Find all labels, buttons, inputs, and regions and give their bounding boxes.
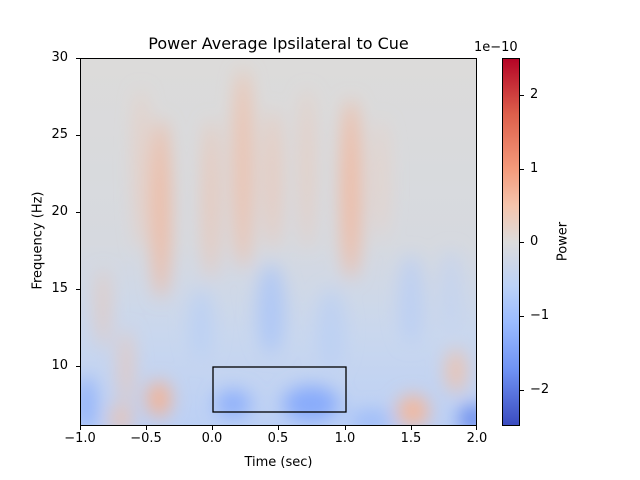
x-tick bbox=[80, 426, 81, 430]
roi-rectangle bbox=[212, 366, 347, 413]
x-tick-label: 2.0 bbox=[466, 431, 488, 446]
colorbar-tick bbox=[520, 316, 524, 317]
x-tick bbox=[345, 426, 346, 430]
colorbar-offset-text: 1e−10 bbox=[474, 40, 518, 55]
x-tick-label: 0.0 bbox=[201, 431, 223, 446]
colorbar-tick bbox=[520, 169, 524, 170]
x-tick-label: 1.0 bbox=[334, 431, 356, 446]
y-tick-label: 20 bbox=[51, 204, 68, 219]
y-tick bbox=[76, 58, 80, 59]
colorbar-tick-label: −1 bbox=[530, 308, 550, 323]
colorbar-tick bbox=[520, 242, 524, 243]
y-tick-label: 30 bbox=[51, 50, 68, 65]
x-tick bbox=[411, 426, 412, 430]
colorbar bbox=[502, 58, 520, 426]
y-tick bbox=[76, 366, 80, 367]
x-tick bbox=[212, 426, 213, 430]
x-tick bbox=[278, 426, 279, 430]
colorbar-tick bbox=[520, 390, 524, 391]
colorbar-tick-label: −2 bbox=[530, 382, 550, 397]
colorbar-tick-label: 0 bbox=[530, 234, 539, 249]
x-tick-label: 0.5 bbox=[267, 431, 289, 446]
chart-title: Power Average Ipsilateral to Cue bbox=[148, 34, 409, 53]
y-tick bbox=[76, 212, 80, 213]
y-tick bbox=[76, 289, 80, 290]
y-tick bbox=[76, 135, 80, 136]
y-axis-label: Frequency (Hz) bbox=[30, 191, 46, 290]
x-tick bbox=[476, 426, 477, 430]
x-tick bbox=[146, 426, 147, 430]
x-tick-label: 1.5 bbox=[400, 431, 422, 446]
y-tick-label: 10 bbox=[51, 358, 68, 373]
x-tick-label: −0.5 bbox=[130, 431, 162, 446]
colorbar-tick-label: 1 bbox=[530, 161, 539, 176]
x-tick-label: −1.0 bbox=[64, 431, 96, 446]
heatmap-image bbox=[81, 59, 476, 425]
colorbar-label: Power bbox=[555, 221, 571, 262]
y-tick-label: 25 bbox=[51, 127, 68, 142]
x-axis-label: Time (sec) bbox=[244, 455, 313, 470]
colorbar-tick bbox=[520, 95, 524, 96]
y-tick-label: 15 bbox=[51, 281, 68, 296]
colorbar-tick-label: 2 bbox=[530, 87, 539, 102]
heatmap-plot bbox=[80, 58, 477, 426]
